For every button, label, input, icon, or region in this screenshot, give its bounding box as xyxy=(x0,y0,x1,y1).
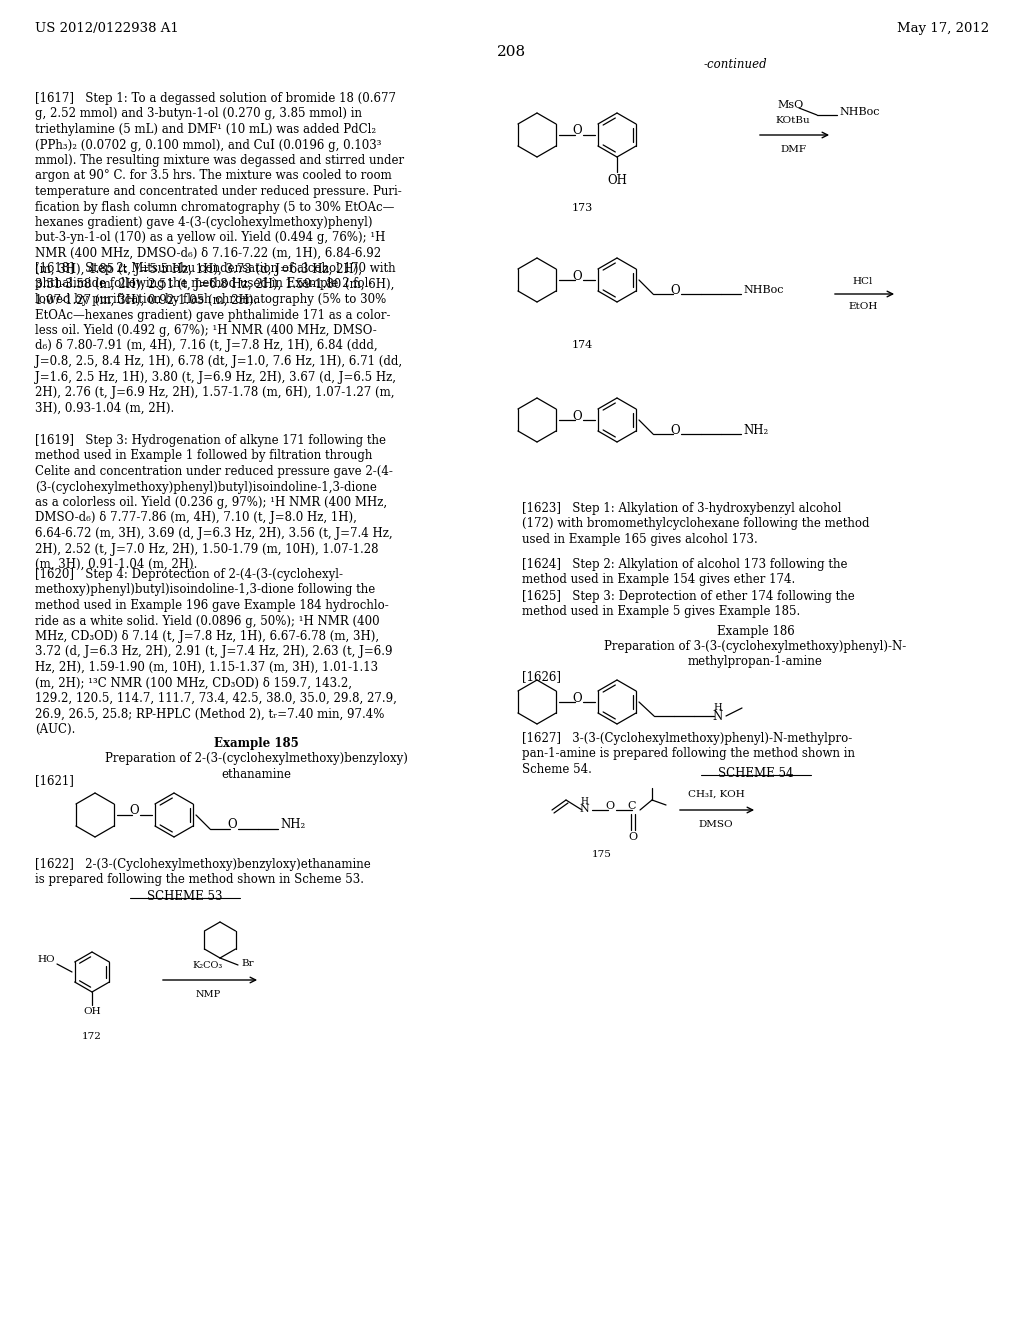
Text: H: H xyxy=(714,704,722,711)
Text: O: O xyxy=(670,424,680,437)
Text: MsO: MsO xyxy=(777,100,803,110)
Text: HCl: HCl xyxy=(853,277,873,286)
Text: NHBoc: NHBoc xyxy=(743,285,783,294)
Text: 175: 175 xyxy=(592,850,612,859)
Text: [1627]   3-(3-(Cyclohexylmethoxy)phenyl)-N-methylpro-
pan-1-amine is prepared fo: [1627] 3-(3-(Cyclohexylmethoxy)phenyl)-N… xyxy=(522,733,855,776)
Text: O: O xyxy=(572,692,582,705)
Text: -continued: -continued xyxy=(703,58,767,71)
Text: 172: 172 xyxy=(82,1032,102,1041)
Text: EtOH: EtOH xyxy=(848,302,878,312)
Text: [1626]: [1626] xyxy=(522,671,561,682)
Text: O: O xyxy=(129,804,139,817)
Text: OH: OH xyxy=(607,174,627,187)
Text: [1625]   Step 3: Deprotection of ether 174 following the
method used in Example : [1625] Step 3: Deprotection of ether 174… xyxy=(522,590,855,619)
Text: O: O xyxy=(227,818,237,832)
Text: N: N xyxy=(713,710,723,722)
Text: [1618]   Step 2: Mitsunobu condensation of alcohol 170 with
phthalimide followin: [1618] Step 2: Mitsunobu condensation of… xyxy=(35,261,402,414)
Text: US 2012/0122938 A1: US 2012/0122938 A1 xyxy=(35,22,179,36)
Text: N: N xyxy=(580,804,589,814)
Text: O: O xyxy=(572,409,582,422)
Text: HO: HO xyxy=(37,956,55,965)
Text: NH₂: NH₂ xyxy=(280,818,305,832)
Text: NH₂: NH₂ xyxy=(743,424,768,437)
Text: [1624]   Step 2: Alkylation of alcohol 173 following the
method used in Example : [1624] Step 2: Alkylation of alcohol 173… xyxy=(522,558,848,586)
Text: 173: 173 xyxy=(571,203,593,213)
Text: NMP: NMP xyxy=(196,990,220,999)
Text: Preparation of 3-(3-(cyclohexylmethoxy)phenyl)-N-
methylpropan-1-amine: Preparation of 3-(3-(cyclohexylmethoxy)p… xyxy=(604,640,906,668)
Text: C: C xyxy=(628,801,636,810)
Text: DMSO: DMSO xyxy=(698,820,733,829)
Text: SCHEME 54: SCHEME 54 xyxy=(718,767,794,780)
Text: Preparation of 2-(3-(cyclohexylmethoxy)benzyloxy)
ethanamine: Preparation of 2-(3-(cyclohexylmethoxy)b… xyxy=(104,752,408,780)
Text: O: O xyxy=(629,832,638,842)
Text: H: H xyxy=(580,797,588,807)
Text: NHBoc: NHBoc xyxy=(839,107,880,117)
Text: SCHEME 53: SCHEME 53 xyxy=(147,890,223,903)
Text: O: O xyxy=(572,124,582,137)
Text: 208: 208 xyxy=(498,45,526,59)
Text: [1621]: [1621] xyxy=(35,774,74,787)
Text: [1620]   Step 4: Deprotection of 2-(4-(3-(cyclohexyl-
methoxy)phenyl)butyl)isoin: [1620] Step 4: Deprotection of 2-(4-(3-(… xyxy=(35,568,397,737)
Text: [1619]   Step 3: Hydrogenation of alkyne 171 following the
method used in Exampl: [1619] Step 3: Hydrogenation of alkyne 1… xyxy=(35,434,393,572)
Text: K₂CO₃: K₂CO₃ xyxy=(193,961,223,970)
Text: KOtBu: KOtBu xyxy=(776,116,810,125)
Text: [1623]   Step 1: Alkylation of 3-hydroxybenzyl alcohol
(172) with bromomethylcyc: [1623] Step 1: Alkylation of 3-hydroxybe… xyxy=(522,502,869,546)
Text: 174: 174 xyxy=(571,341,593,350)
Text: May 17, 2012: May 17, 2012 xyxy=(897,22,989,36)
Text: OH: OH xyxy=(83,1007,100,1016)
Text: Br: Br xyxy=(241,958,254,968)
Text: O: O xyxy=(572,269,582,282)
Text: O: O xyxy=(670,284,680,297)
Text: [1617]   Step 1: To a degassed solution of bromide 18 (0.677
g, 2.52 mmol) and 3: [1617] Step 1: To a degassed solution of… xyxy=(35,92,404,306)
Text: [1622]   2-(3-(Cyclohexylmethoxy)benzyloxy)ethanamine
is prepared following the : [1622] 2-(3-(Cyclohexylmethoxy)benzyloxy… xyxy=(35,858,371,887)
Text: DMF: DMF xyxy=(780,145,806,154)
Text: Example 185: Example 185 xyxy=(214,737,298,750)
Text: CH₃I, KOH: CH₃I, KOH xyxy=(688,789,744,799)
Text: Example 186: Example 186 xyxy=(717,624,795,638)
Text: O: O xyxy=(605,801,614,810)
